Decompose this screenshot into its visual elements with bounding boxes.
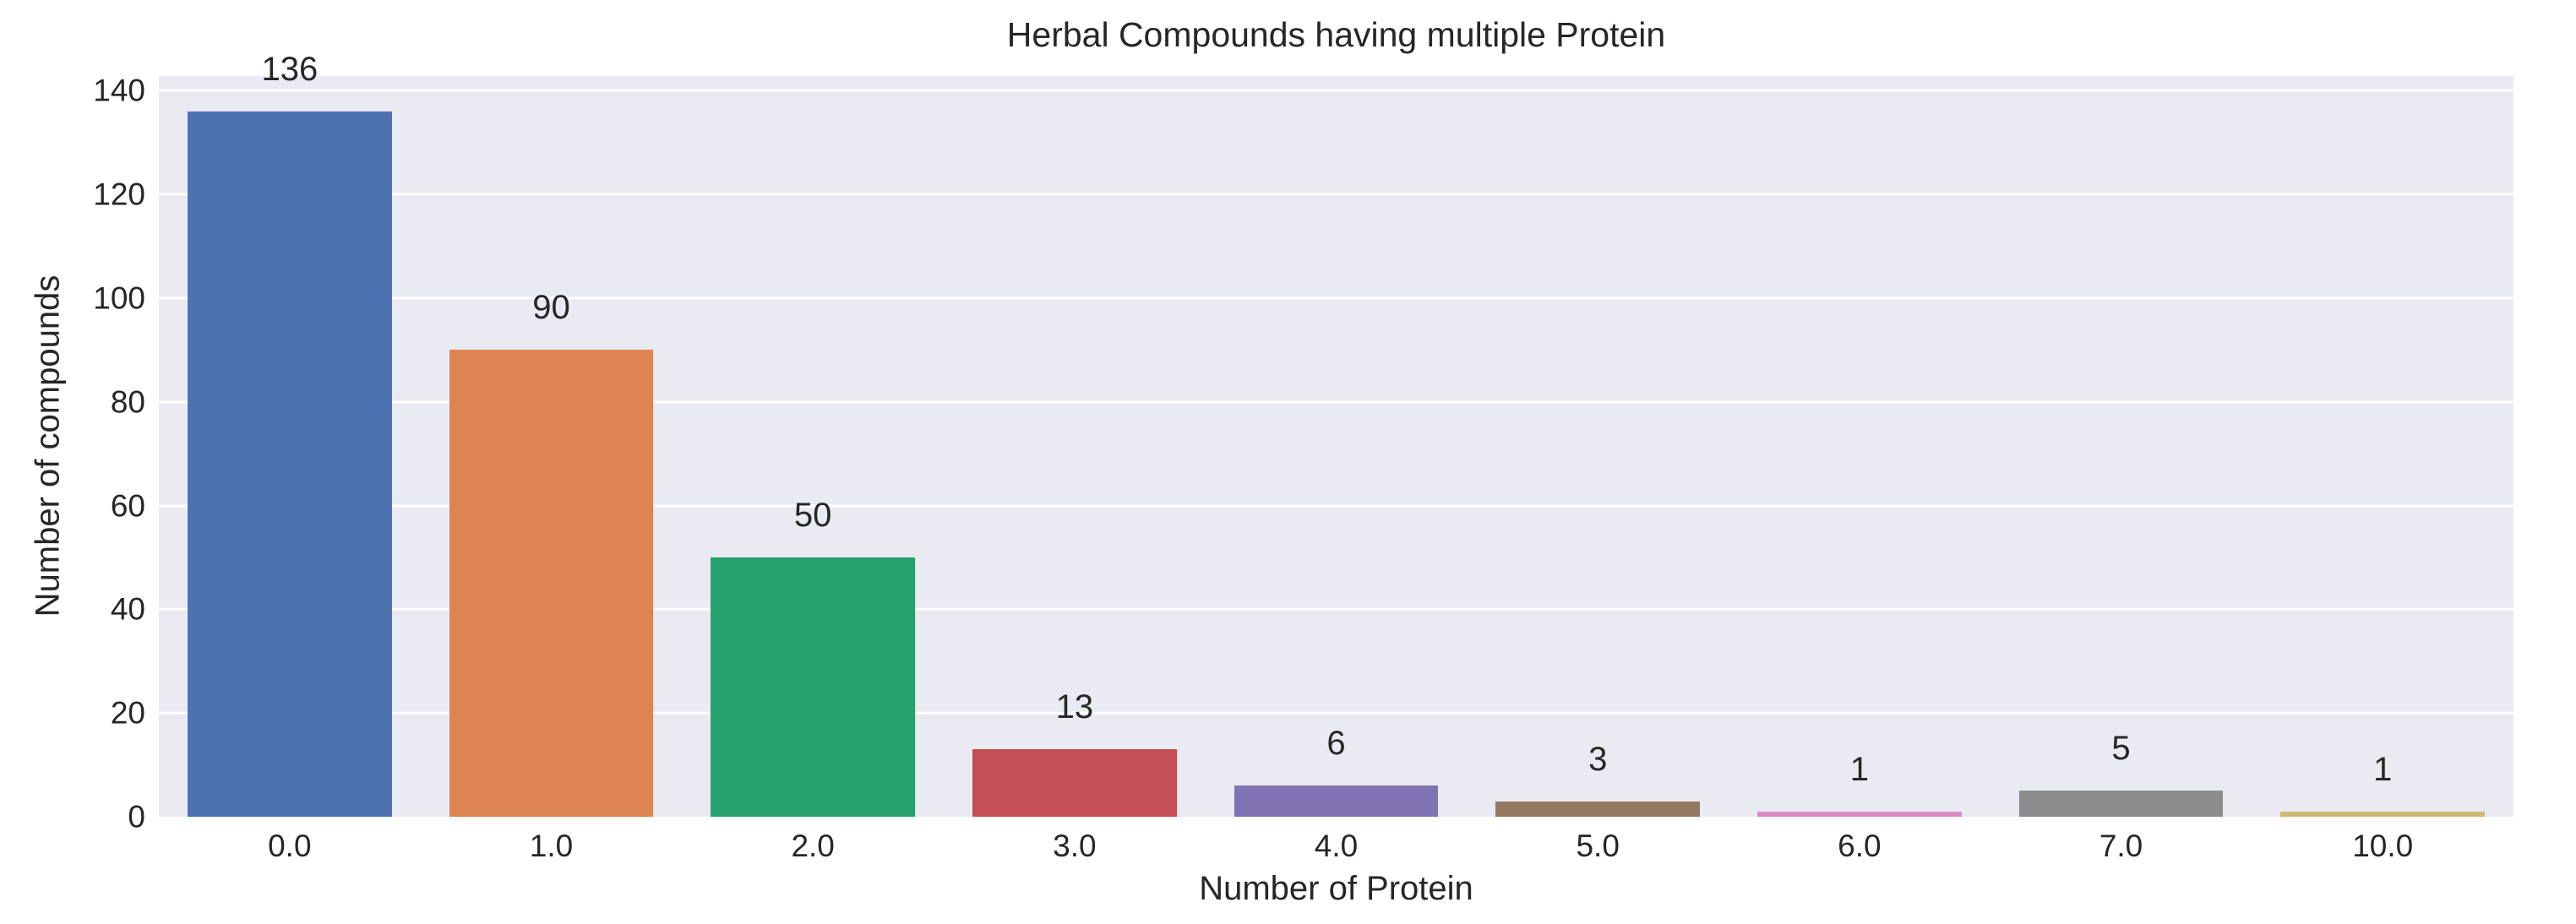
- bar-value-label: 90: [532, 289, 570, 327]
- bar: [449, 350, 654, 817]
- x-tick-label: 2.0: [791, 829, 835, 863]
- bar: [1495, 801, 1700, 817]
- x-tick-label: 7.0: [2099, 829, 2143, 863]
- y-tick-label: 40: [110, 591, 145, 627]
- gridline: [159, 296, 2513, 300]
- x-tick-label: 10.0: [2352, 829, 2414, 863]
- bar: [2280, 811, 2485, 817]
- gridline: [159, 711, 2513, 715]
- bar-value-label: 50: [793, 496, 832, 534]
- x-tick-label: 5.0: [1576, 829, 1620, 863]
- x-tick-label: 1.0: [529, 829, 574, 863]
- y-tick-label: 140: [93, 73, 145, 108]
- x-axis-label: Number of Protein: [1199, 870, 1473, 907]
- y-tick-label: 0: [128, 799, 145, 834]
- gridline: [159, 89, 2513, 92]
- gridline: [159, 504, 2513, 508]
- y-tick-label: 60: [110, 488, 145, 524]
- bar: [972, 749, 1177, 817]
- x-tick-label: 3.0: [1053, 829, 1097, 863]
- y-tick-label: 80: [110, 384, 145, 420]
- bar-slot: 13: [944, 76, 1206, 817]
- bar-value-label: 3: [1588, 740, 1608, 778]
- bar-slot: 5: [1991, 76, 2252, 817]
- bar-slot: 136: [159, 52, 421, 817]
- bar: [711, 557, 915, 817]
- bar-value-label: 1: [2373, 750, 2393, 788]
- bar-slot: 90: [421, 76, 683, 817]
- y-axis-ticks: 0 20 40 60 80 100 120 140: [0, 73, 145, 833]
- bar: [2018, 791, 2224, 817]
- bar-slot: 1: [2252, 76, 2513, 817]
- bar-slot: 50: [682, 76, 944, 817]
- bar-value-label: 136: [261, 50, 319, 88]
- y-tick-label: 100: [93, 280, 145, 316]
- gridline: [159, 193, 2513, 196]
- chart-title: Herbal Compounds having multiple Protein: [1006, 15, 1666, 54]
- bar: [188, 111, 392, 817]
- bar-value-label: 5: [2111, 730, 2131, 768]
- y-tick-label: 120: [93, 177, 145, 212]
- gridline: [159, 400, 2513, 404]
- bar-value-label: 6: [1326, 725, 1346, 763]
- bar: [1234, 785, 1439, 817]
- bar-value-label: 1: [1849, 750, 1869, 788]
- plot-area: 136 90 50 13 6 3 1 5 1: [159, 52, 2513, 817]
- y-tick-label: 20: [110, 695, 145, 731]
- bar-value-label: 13: [1055, 688, 1094, 726]
- x-tick-label: 6.0: [1838, 829, 1882, 863]
- gridline: [159, 607, 2513, 611]
- bars-container: 136 90 50 13 6 3 1 5 1: [159, 52, 2513, 817]
- bar-slot: 3: [1467, 76, 1729, 817]
- x-tick-label: 0.0: [268, 829, 312, 863]
- bar: [1757, 811, 1962, 817]
- x-tick-label: 4.0: [1314, 829, 1359, 863]
- x-axis-ticks: 0.0 1.0 2.0 3.0 4.0 5.0 6.0 7.0 10.0: [159, 830, 2513, 861]
- bar-slot: 6: [1206, 76, 1468, 817]
- bar-slot: 1: [1729, 76, 1991, 817]
